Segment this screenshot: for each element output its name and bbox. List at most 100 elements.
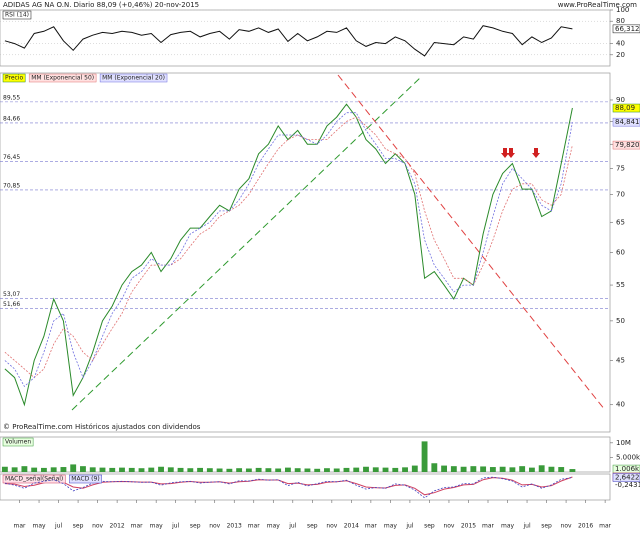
x-tick-label: sep <box>73 523 84 530</box>
bar <box>402 467 408 472</box>
y-tick-label: 65 <box>616 218 625 226</box>
legend-entry: MM (Exponencial 20) <box>102 75 165 82</box>
x-tick-label: sep <box>424 523 435 530</box>
bar <box>324 468 330 472</box>
panel-frame <box>0 473 611 501</box>
y-tick-label: 55 <box>616 281 625 289</box>
legend-swatch <box>2 437 34 447</box>
bar <box>489 467 496 472</box>
chart-title: ADIDAS AG NA O.N. Diario 88,09 (+0,46%) … <box>3 1 199 9</box>
legend-entry: Volumen <box>5 439 31 446</box>
bar <box>255 467 262 472</box>
x-tick-label: may <box>501 523 515 530</box>
bar <box>294 468 301 472</box>
legend-entry: RSI (14) <box>5 12 29 19</box>
legend-swatch <box>2 474 66 484</box>
level-label: 84,66 <box>3 115 20 122</box>
bar <box>431 463 438 472</box>
bar <box>569 469 576 472</box>
bar <box>50 467 57 472</box>
resistance-trendline <box>337 74 606 411</box>
x-tick-label: sep <box>190 523 201 530</box>
y-tick-label: 90 <box>616 96 625 104</box>
series-line <box>4 112 573 388</box>
bar <box>206 468 213 472</box>
x-tick-label: nov <box>443 523 454 530</box>
bar <box>119 467 125 472</box>
bar <box>392 467 399 472</box>
bar <box>372 467 379 472</box>
site-label: www.ProRealTime.com <box>558 1 637 9</box>
y-tick-label: 20 <box>616 51 625 59</box>
x-tick-label: jul <box>54 523 62 530</box>
bar <box>558 467 565 472</box>
last-value-box <box>612 24 640 34</box>
signal-arrows <box>501 148 540 158</box>
x-tick-label: mar <box>14 523 27 530</box>
bar <box>31 467 38 472</box>
y-tick-label: 75 <box>616 164 625 172</box>
x-tick-label: may <box>33 523 47 530</box>
bar <box>99 467 106 472</box>
level-label: 51,66 <box>3 301 20 308</box>
bar <box>314 468 321 472</box>
x-tick-label: mar <box>131 523 144 530</box>
last-value-box <box>612 473 640 482</box>
legend-swatch <box>2 10 32 20</box>
bar <box>275 468 282 472</box>
x-tick-label: nov <box>209 523 220 530</box>
bar <box>158 466 164 472</box>
panel-frame <box>0 9 611 67</box>
x-tick-label: jul <box>405 523 413 530</box>
legend-swatch <box>69 474 102 484</box>
bar <box>265 468 272 472</box>
bar <box>548 466 555 472</box>
legend-entry: Precio <box>5 75 24 82</box>
bar <box>528 467 535 472</box>
x-tick-label: nov <box>326 523 337 530</box>
x-tick-label: 2014 <box>344 523 359 530</box>
level-label: 76,45 <box>3 154 20 161</box>
x-tick-label: jul <box>522 523 530 530</box>
series-line <box>4 25 573 57</box>
bar <box>538 465 545 472</box>
bar <box>40 467 47 472</box>
bar <box>333 468 340 472</box>
y-tick-label: 70 <box>616 190 625 198</box>
bar <box>460 466 467 472</box>
bar <box>480 466 487 472</box>
series-line <box>4 116 573 379</box>
bar <box>197 467 204 472</box>
bar <box>284 467 291 472</box>
bar <box>138 468 145 472</box>
level-label: 89,55 <box>3 94 20 101</box>
bar <box>187 468 194 472</box>
x-tick-label: nov <box>561 523 572 530</box>
y-tick-label: 100 <box>616 6 629 14</box>
x-tick-label: mar <box>248 523 261 530</box>
bar <box>519 466 526 472</box>
bar <box>128 467 135 472</box>
support-trendline <box>71 77 421 411</box>
x-tick-label: mar <box>365 523 378 530</box>
bar <box>353 467 360 472</box>
x-tick-label: may <box>384 523 398 530</box>
bar <box>245 468 252 472</box>
bar <box>80 466 86 472</box>
x-tick-label: mar <box>482 523 495 530</box>
bar <box>60 467 67 472</box>
x-tick-label: mar <box>599 523 612 530</box>
x-tick-label: may <box>150 523 164 530</box>
bar <box>216 468 223 472</box>
bar <box>70 464 77 472</box>
legend-swatch <box>28 73 97 83</box>
bar <box>509 467 516 472</box>
bar <box>441 465 448 472</box>
bar <box>148 467 155 472</box>
y-tick-label: 10M <box>616 439 631 447</box>
last-value-label: 88,09 <box>615 104 635 112</box>
bar <box>226 468 233 472</box>
last-value-label: 66,312 <box>615 25 640 33</box>
